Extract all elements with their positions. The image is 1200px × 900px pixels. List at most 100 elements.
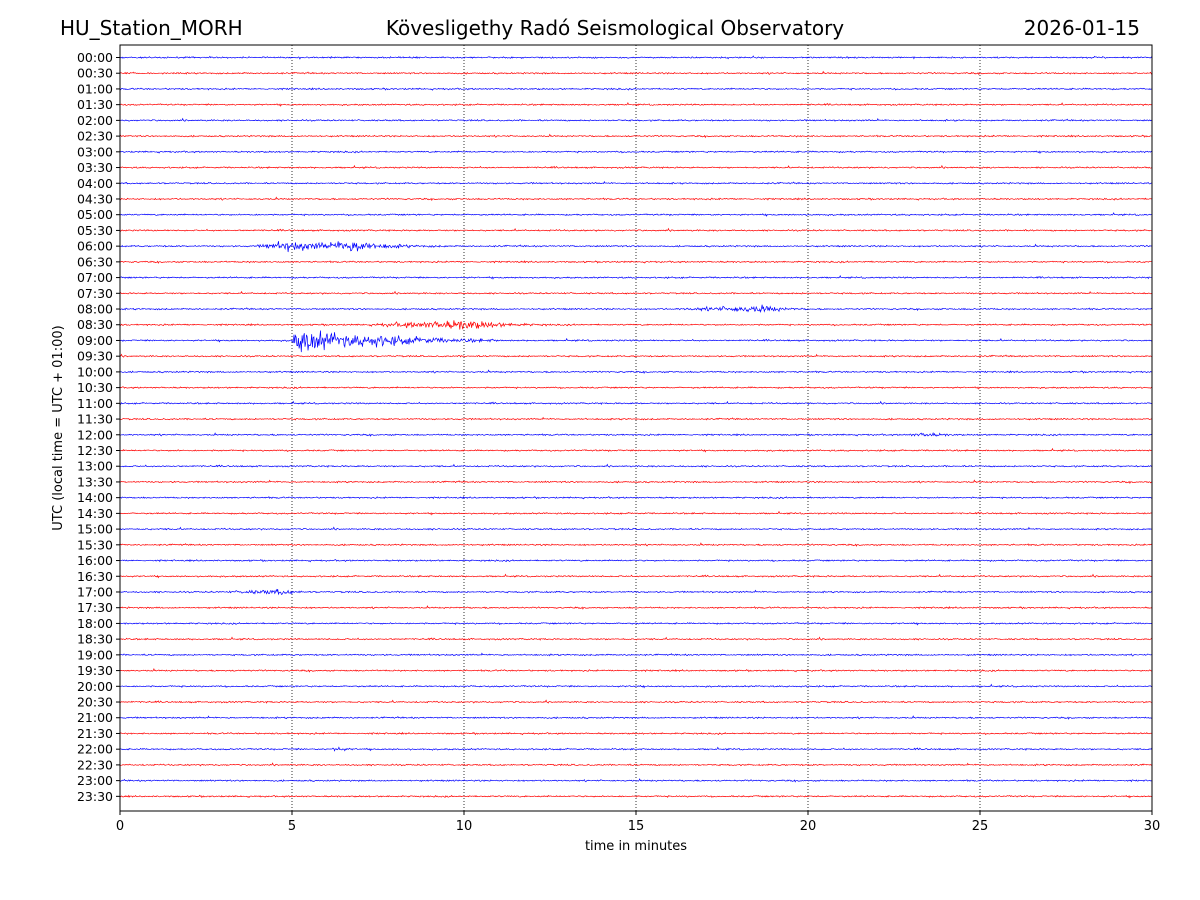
y-tick-label: 23:00: [77, 773, 113, 788]
y-tick-label: 20:00: [77, 679, 113, 694]
trace-1500: [119, 526, 1153, 531]
trace-2230: [119, 762, 1153, 767]
y-tick-label: 14:00: [77, 490, 113, 505]
y-tick-label: 02:30: [77, 129, 113, 144]
trace-2100: [119, 715, 1153, 720]
y-tick-label: 04:00: [77, 176, 113, 191]
y-tick-label: 09:30: [77, 349, 113, 364]
y-tick-label: 10:00: [77, 364, 113, 379]
trace-2000: [119, 683, 1153, 689]
x-tick-label: 15: [628, 819, 645, 834]
y-tick-label: 07:30: [77, 286, 113, 301]
y-tick-label: 00:30: [77, 66, 113, 81]
y-tick-label: 18:30: [77, 632, 113, 647]
y-tick-label: 10:30: [77, 380, 113, 395]
x-tick-label: 25: [972, 819, 989, 834]
y-tick-label: 18:00: [77, 616, 113, 631]
y-tick-label: 00:00: [77, 50, 113, 65]
y-tick-label: 04:30: [77, 191, 113, 206]
y-tick-label: 21:00: [77, 710, 113, 725]
x-tick-label: 5: [288, 819, 296, 834]
x-tick-label: 20: [800, 819, 817, 834]
y-tick-label: 12:00: [77, 427, 113, 442]
y-tick-label: 01:30: [77, 97, 113, 112]
x-tick-label: 0: [116, 819, 124, 834]
trace-1930: [119, 668, 1153, 673]
y-tick-label: 22:00: [77, 742, 113, 757]
trace-0500: [119, 212, 1153, 217]
trace-1100: [119, 400, 1153, 405]
y-tick-label: 16:00: [77, 553, 113, 568]
y-tick-label: 13:30: [77, 474, 113, 489]
trace-0230: [119, 133, 1153, 139]
trace-0400: [119, 180, 1153, 185]
y-tick-label: 06:00: [77, 239, 113, 254]
trace-1830: [119, 636, 1153, 641]
y-tick-label: 15:00: [77, 522, 113, 537]
y-tick-label: 05:30: [77, 223, 113, 238]
trace-0730: [119, 290, 1153, 295]
trace-0900: [119, 330, 1153, 353]
trace-0100: [119, 87, 1153, 91]
y-tick-label: 08:00: [77, 302, 113, 317]
observatory-title: Kövesligethy Radó Seismological Observat…: [385, 16, 845, 40]
y-tick-label: 11:30: [77, 412, 113, 427]
y-tick-label: 19:30: [77, 663, 113, 678]
trace-1800: [119, 621, 1153, 626]
trace-0030: [119, 70, 1153, 76]
trace-0530: [119, 227, 1153, 233]
y-tick-label: 22:30: [77, 757, 113, 772]
trace-1230: [119, 447, 1153, 453]
y-tick-label: 20:30: [77, 695, 113, 710]
y-tick-label: 17:00: [77, 584, 113, 599]
trace-0130: [119, 102, 1153, 107]
x-tick-label: 30: [1144, 819, 1161, 834]
trace-1630: [119, 573, 1153, 579]
trace-2130: [119, 731, 1153, 736]
trace-0800: [119, 304, 1153, 314]
y-tick-label: 13:00: [77, 459, 113, 474]
x-tick-label: 10: [456, 819, 473, 834]
y-tick-label: 19:00: [77, 647, 113, 662]
trace-0630: [119, 260, 1153, 264]
y-tick-label: 14:30: [77, 506, 113, 521]
y-tick-label: 16:30: [77, 569, 113, 584]
y-tick-label: 05:00: [77, 207, 113, 222]
trace-0430: [119, 196, 1153, 202]
y-tick-label: 21:30: [77, 726, 113, 741]
trace-1730: [119, 605, 1153, 610]
x-axis-label: time in minutes: [585, 839, 687, 854]
station-name: HU_Station_MORH: [60, 16, 243, 40]
trace-1130: [119, 416, 1153, 421]
trace-0000: [119, 55, 1153, 60]
trace-0600: [119, 241, 1153, 253]
trace-2300: [119, 778, 1153, 783]
trace-0300: [119, 150, 1153, 154]
trace-1030: [119, 386, 1153, 390]
trace-1430: [119, 510, 1153, 516]
trace-1330: [119, 479, 1153, 485]
trace-1000: [119, 369, 1153, 375]
trace-2330: [119, 794, 1153, 799]
trace-2200: [119, 746, 1153, 752]
trace-0930: [119, 353, 1153, 358]
trace-0830: [119, 320, 1153, 330]
y-tick-label: 12:30: [77, 443, 113, 458]
y-tick-label: 02:00: [77, 113, 113, 128]
chart-date: 2026-01-15: [1023, 16, 1140, 40]
trace-0200: [119, 117, 1153, 122]
y-tick-label: 07:00: [77, 270, 113, 285]
chart-header: HU_Station_MORH Kövesligethy Radó Seismo…: [0, 0, 1200, 45]
y-axis-label: UTC (local time = UTC + 01:00): [51, 325, 66, 530]
y-tick-label: 11:00: [77, 396, 113, 411]
y-tick-label: 03:00: [77, 144, 113, 159]
y-tick-label: 15:30: [77, 537, 113, 552]
trace-1200: [119, 431, 1153, 437]
y-tick-label: 01:00: [77, 81, 113, 96]
y-tick-label: 08:30: [77, 317, 113, 332]
trace-1530: [119, 542, 1153, 547]
trace-0700: [119, 274, 1153, 280]
y-tick-label: 06:30: [77, 254, 113, 269]
y-tick-label: 17:30: [77, 600, 113, 615]
